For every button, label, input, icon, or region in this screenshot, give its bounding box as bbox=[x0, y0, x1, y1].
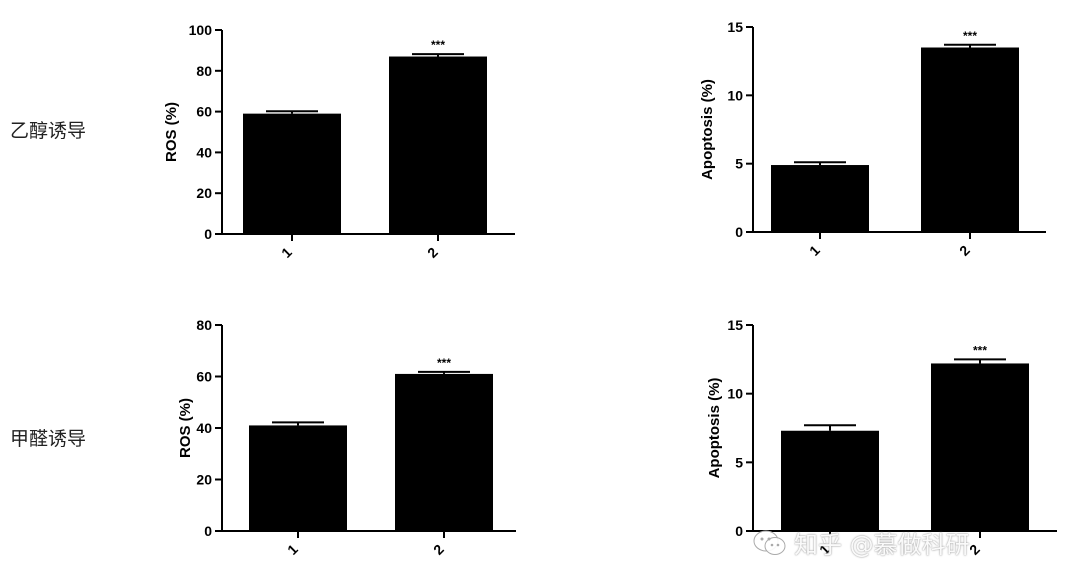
x-tick-label: 1 bbox=[284, 541, 301, 558]
y-tick-label: 10 bbox=[727, 87, 743, 103]
y-tick-label: 80 bbox=[196, 63, 212, 79]
bar-2 bbox=[395, 373, 493, 531]
y-tick-label: 60 bbox=[196, 369, 212, 385]
y-tick-label: 40 bbox=[196, 144, 212, 160]
wechat-icon bbox=[753, 530, 786, 555]
x-tick-label: 2 bbox=[956, 242, 973, 259]
bar-1 bbox=[771, 165, 869, 232]
chart-2: 0 5 10 15 Apoptosis (%) 1 *** 2 bbox=[699, 19, 1046, 259]
bar-1 bbox=[243, 113, 341, 234]
watermark-text: 知乎 @慕做科研 bbox=[794, 531, 970, 559]
y-tick-label: 40 bbox=[196, 420, 212, 436]
bar-2 bbox=[389, 56, 487, 234]
significance-label: *** bbox=[431, 38, 445, 52]
significance-label: *** bbox=[963, 29, 977, 43]
y-axis-label: ROS (%) bbox=[177, 398, 194, 458]
y-tick-label: 0 bbox=[735, 224, 743, 240]
significance-label: *** bbox=[973, 343, 987, 357]
y-tick-label: 15 bbox=[727, 317, 743, 333]
x-tick-label: 1 bbox=[278, 244, 295, 261]
row-label-formaldehyde: 甲醛诱导 bbox=[10, 428, 87, 450]
y-tick-label: 0 bbox=[204, 523, 212, 539]
watermark: 知乎 @慕做科研 bbox=[752, 525, 970, 560]
y-tick-label: 20 bbox=[196, 185, 212, 201]
y-axis-label: Apoptosis (%) bbox=[706, 378, 723, 479]
bar-2 bbox=[931, 363, 1029, 531]
significance-label: *** bbox=[437, 356, 451, 370]
y-axis-label: Apoptosis (%) bbox=[699, 79, 716, 180]
y-tick-label: 60 bbox=[196, 104, 212, 120]
x-tick-label: 2 bbox=[424, 244, 441, 261]
y-tick-label: 0 bbox=[735, 523, 743, 539]
y-tick-label: 80 bbox=[196, 317, 212, 333]
bar-2 bbox=[921, 47, 1019, 232]
y-axis-label: ROS (%) bbox=[163, 102, 180, 162]
bar-1 bbox=[249, 425, 347, 531]
chart-3: 0 20 40 60 80 ROS (%) 1 *** 2 bbox=[177, 317, 516, 558]
row-label-ethanol: 乙醇诱导 bbox=[10, 120, 87, 142]
y-tick-label: 15 bbox=[727, 19, 743, 35]
y-tick-label: 20 bbox=[196, 472, 212, 488]
y-tick-label: 10 bbox=[727, 386, 743, 402]
y-tick-label: 100 bbox=[189, 22, 213, 38]
chart-1: 0 20 40 60 80 100 ROS (%) 1 *** 2 bbox=[163, 22, 515, 261]
y-tick-label: 5 bbox=[735, 454, 743, 470]
y-tick-label: 5 bbox=[735, 156, 743, 172]
x-tick-label: 1 bbox=[806, 242, 823, 259]
bar-1 bbox=[781, 430, 879, 531]
x-tick-label: 2 bbox=[430, 541, 447, 558]
y-tick-label: 0 bbox=[204, 226, 212, 242]
